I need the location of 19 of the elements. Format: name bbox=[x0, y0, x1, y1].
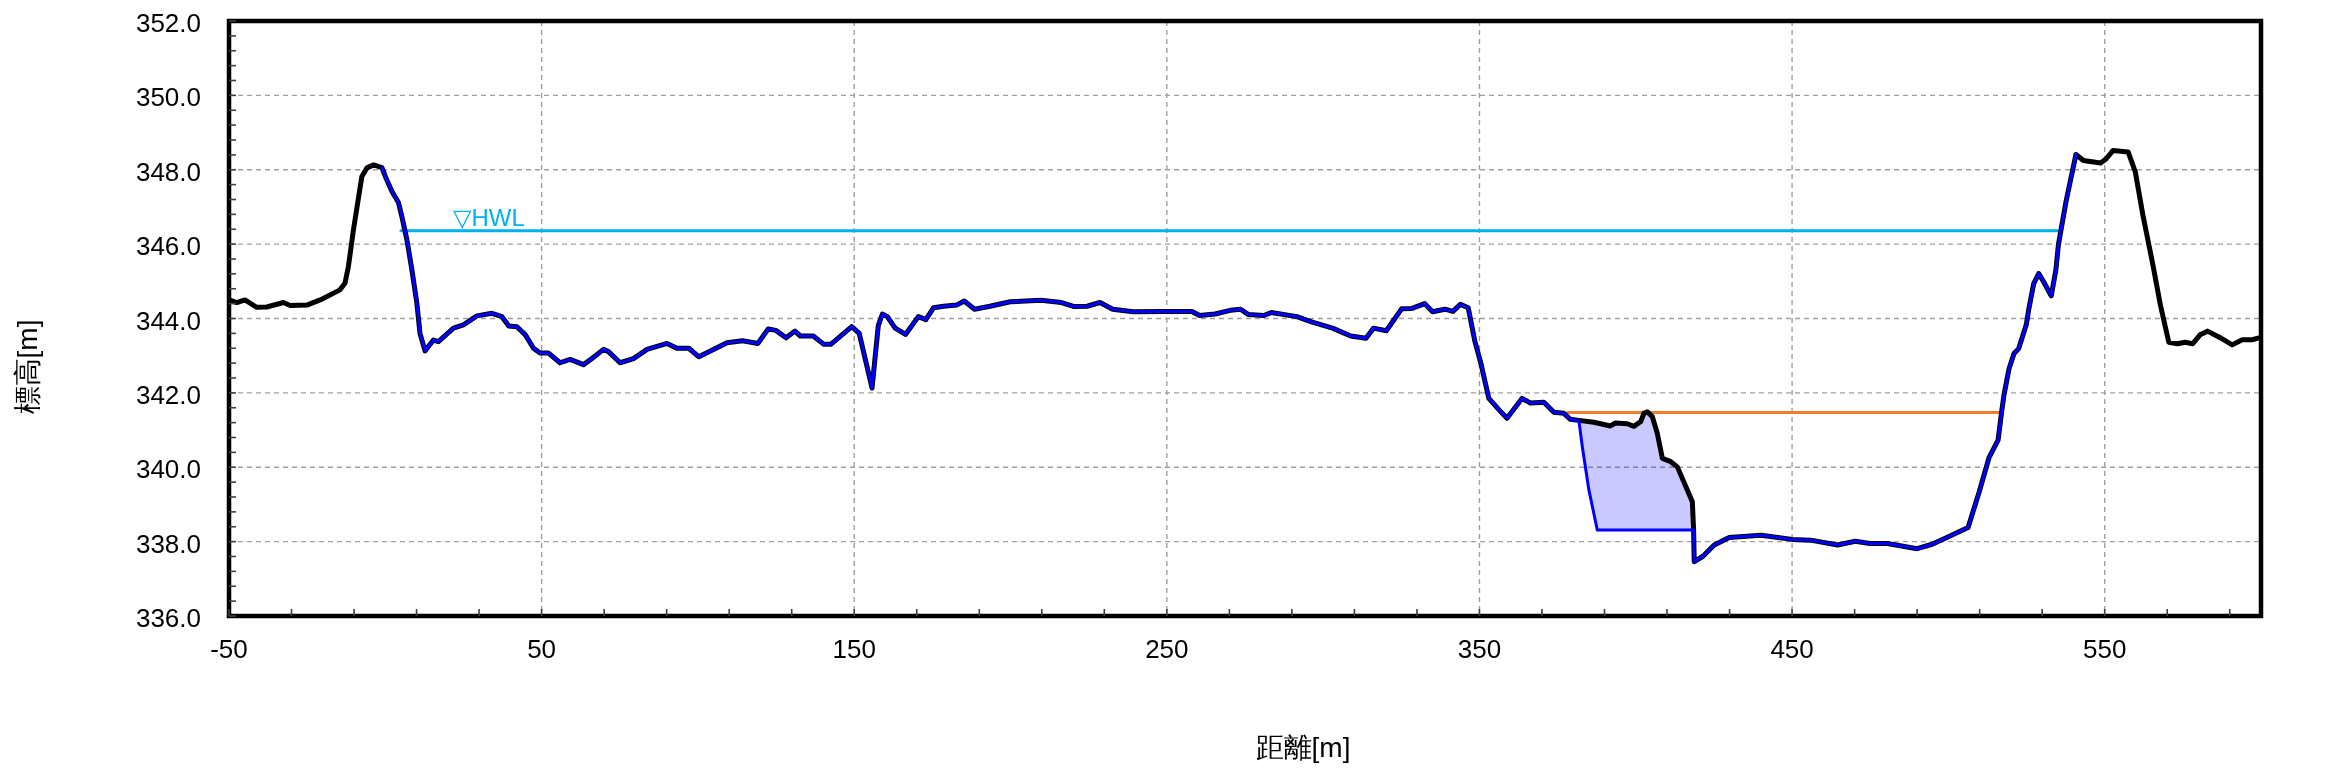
y-tick-label: 342.0 bbox=[135, 379, 201, 410]
x-axis-title: 距離[m] bbox=[1255, 732, 1351, 763]
x-tick-label: 150 bbox=[832, 634, 876, 664]
x-tick-label: 350 bbox=[1457, 634, 1502, 664]
series-label: ▽HWL bbox=[452, 203, 525, 231]
y-tick-label: 344.0 bbox=[135, 305, 201, 336]
y-tick-label: 350.0 bbox=[135, 82, 201, 113]
x-tick-label: 550 bbox=[2083, 634, 2127, 664]
x-tick-label: 450 bbox=[1770, 634, 1814, 664]
y-tick-label: 348.0 bbox=[135, 156, 201, 187]
y-tick-label: 340.0 bbox=[135, 454, 201, 485]
x-tick-label: 250 bbox=[1145, 634, 1189, 664]
y-tick-label: 352.0 bbox=[135, 8, 201, 38]
y-tick-label: 346.0 bbox=[135, 231, 201, 262]
y-axis-title: 標高[m] bbox=[11, 319, 43, 415]
x-tick-label: -50 bbox=[210, 634, 248, 664]
y-tick-label: 336.0 bbox=[135, 603, 201, 633]
x-tick-label: 50 bbox=[527, 634, 557, 664]
y-tick-label: 338.0 bbox=[135, 528, 201, 559]
